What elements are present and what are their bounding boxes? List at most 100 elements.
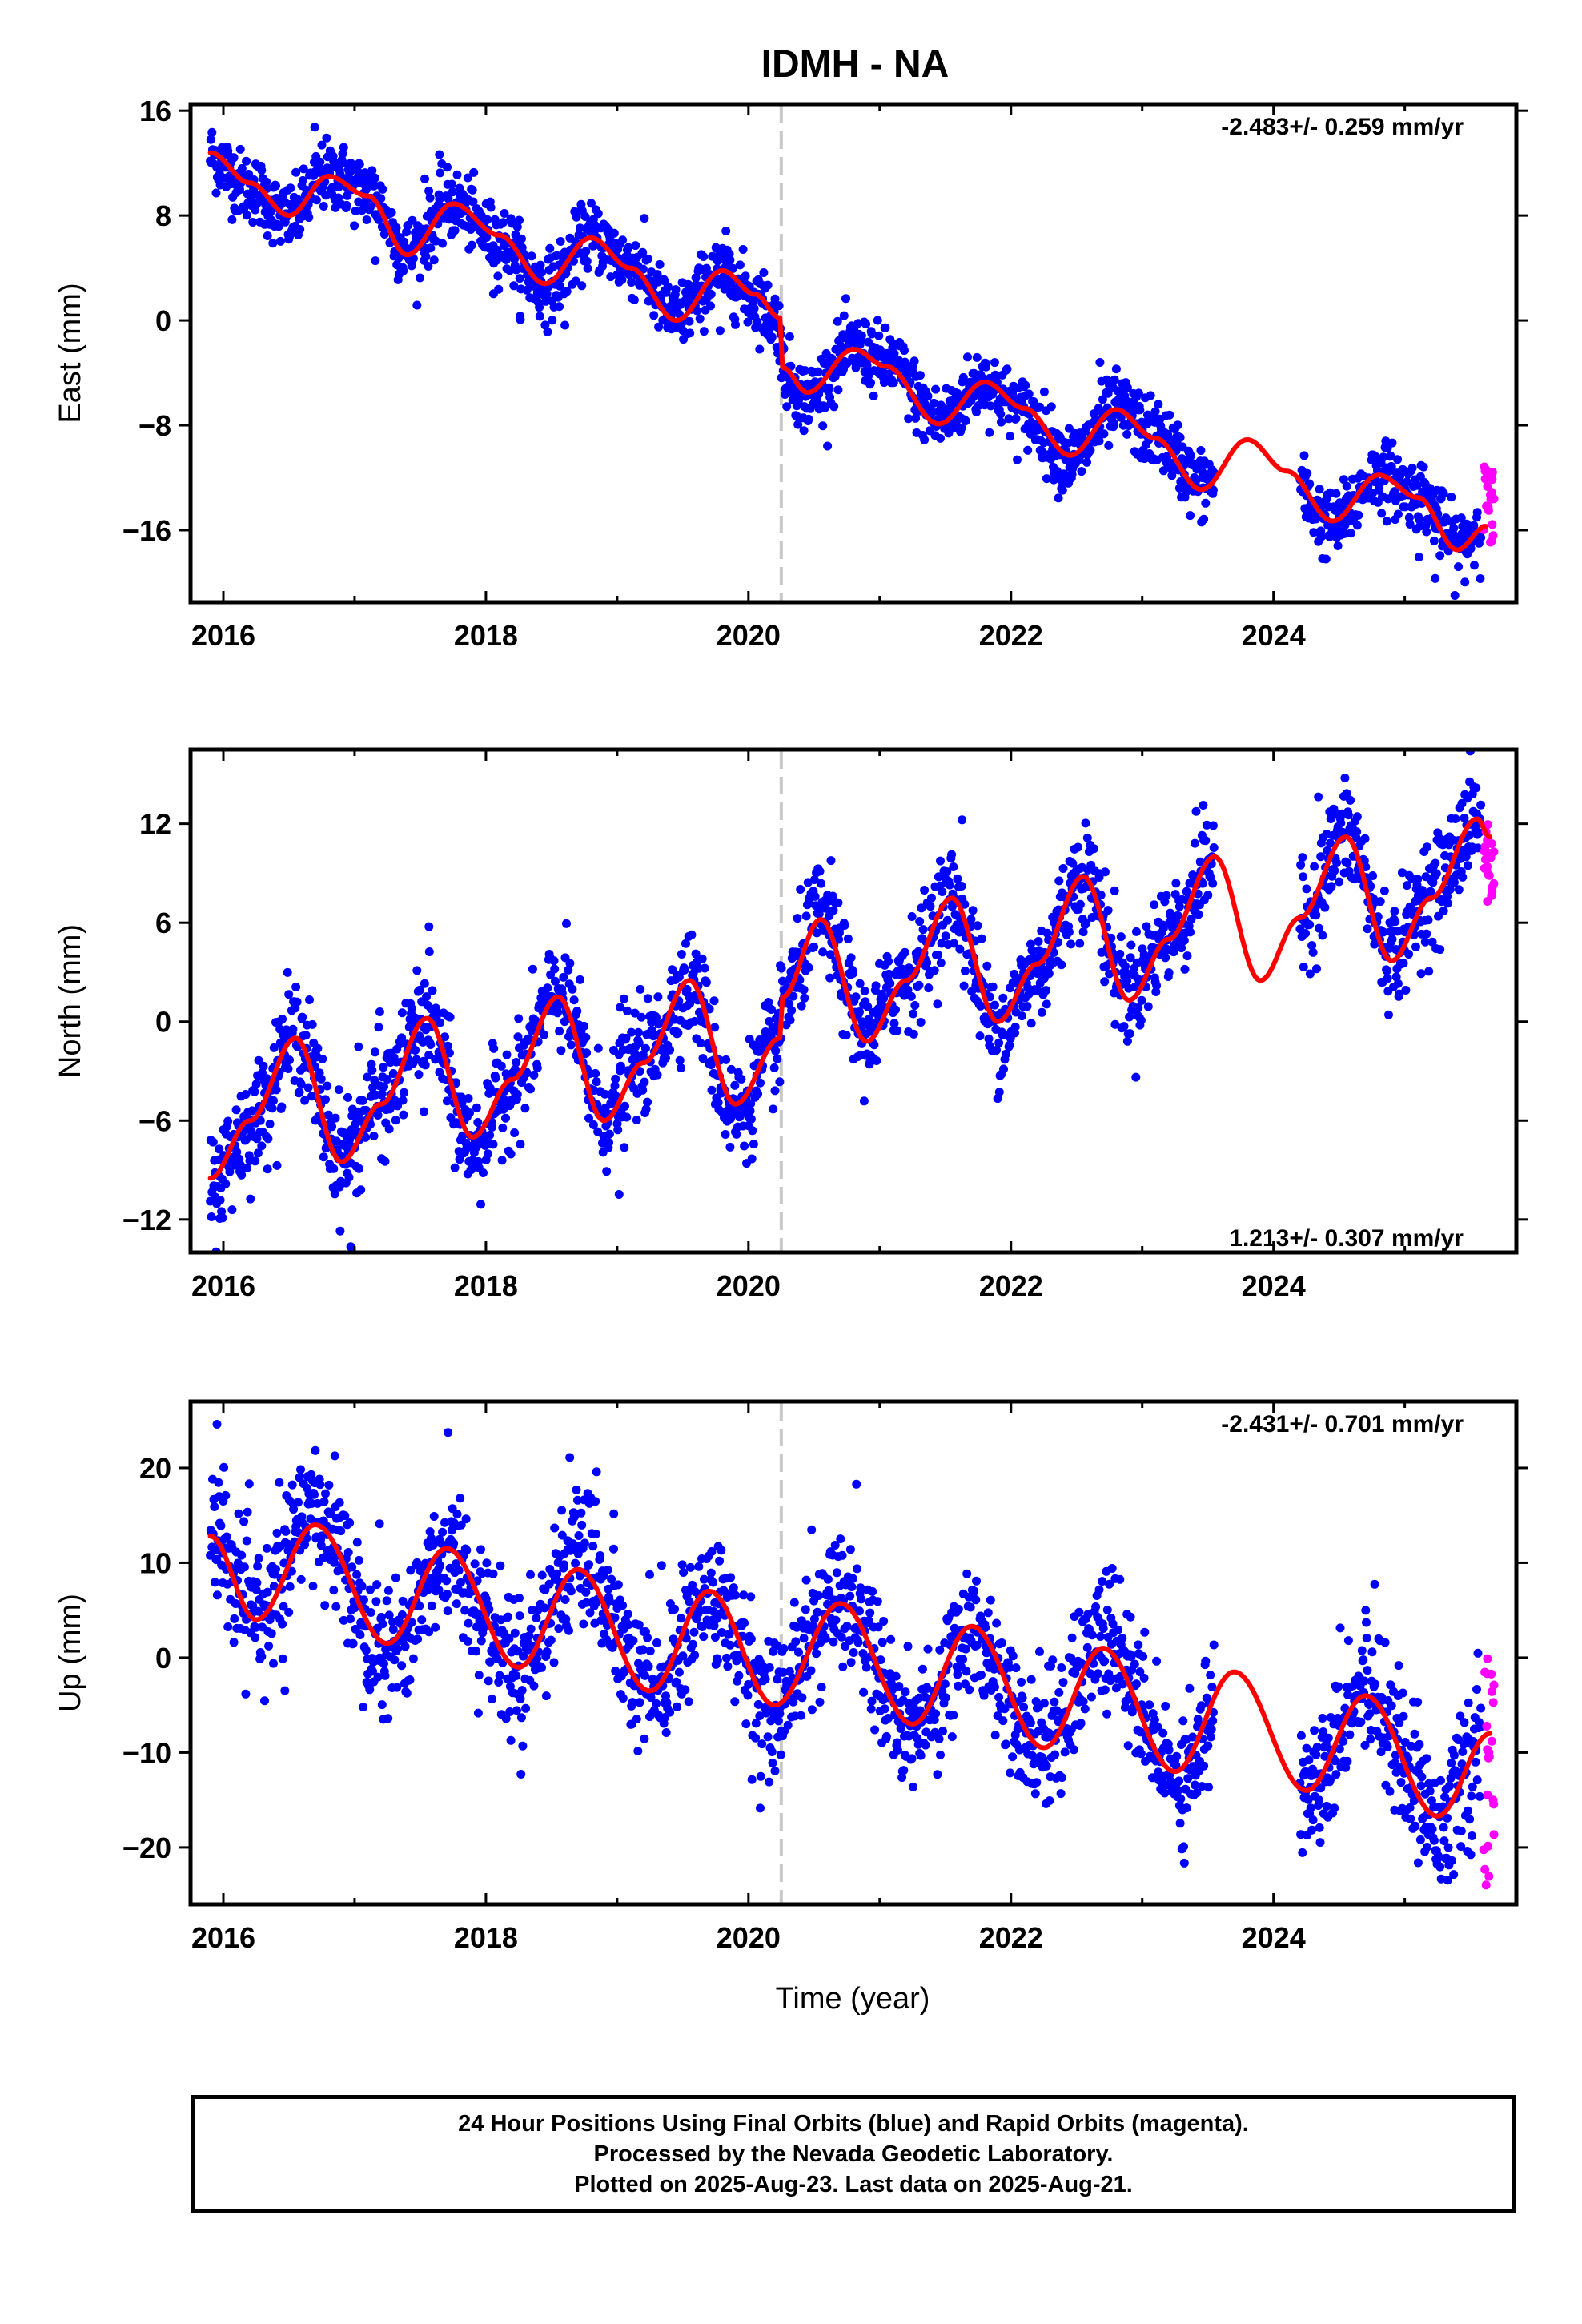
data-point <box>801 911 811 921</box>
data-point <box>339 1615 348 1625</box>
data-point <box>1174 902 1184 911</box>
data-point <box>1415 515 1424 525</box>
data-point <box>412 966 422 975</box>
data-point <box>242 1536 251 1546</box>
plot-frame <box>188 102 1519 605</box>
data-point <box>799 426 809 436</box>
x-tick-label: 2016 <box>191 619 255 652</box>
rapid-point <box>1481 464 1491 474</box>
data-point <box>292 997 302 1007</box>
data-point <box>680 965 689 975</box>
data-point <box>271 1565 280 1574</box>
data-point <box>509 281 519 291</box>
data-point <box>840 921 849 930</box>
data-point <box>581 247 591 256</box>
data-point <box>552 1008 562 1018</box>
data-point <box>592 1467 601 1477</box>
data-point <box>661 1691 670 1701</box>
data-point <box>630 1008 640 1018</box>
data-point <box>1042 928 1052 938</box>
data-point <box>319 1497 329 1506</box>
data-point <box>316 1541 326 1550</box>
data-point <box>494 1678 504 1687</box>
data-point <box>931 384 941 394</box>
data-point <box>362 215 371 224</box>
data-point <box>1180 964 1190 974</box>
data-point <box>482 233 492 242</box>
data-point <box>632 1715 641 1724</box>
data-point <box>1116 412 1126 422</box>
data-point <box>874 331 884 340</box>
data-point <box>1307 941 1317 951</box>
data-point <box>747 1154 757 1164</box>
data-point <box>528 964 537 974</box>
data-point <box>324 1480 334 1490</box>
data-point <box>1316 532 1326 541</box>
data-point <box>1298 853 1307 862</box>
data-point <box>891 1005 900 1015</box>
data-point <box>411 1046 420 1055</box>
data-point <box>473 1118 483 1127</box>
data-point <box>1412 480 1422 490</box>
data-point <box>1175 432 1185 442</box>
data-point <box>425 193 435 203</box>
data-point <box>443 1041 452 1051</box>
data-point <box>476 1545 485 1554</box>
data-point <box>331 1113 340 1123</box>
data-point <box>564 1626 573 1635</box>
data-point <box>424 922 434 931</box>
data-point <box>857 331 866 340</box>
data-point <box>942 915 952 925</box>
data-point <box>1305 920 1315 930</box>
data-point <box>1125 1012 1134 1022</box>
data-point <box>496 1561 505 1570</box>
data-point <box>949 862 958 871</box>
data-point <box>737 1075 746 1084</box>
data-point <box>322 133 331 143</box>
data-point <box>624 243 633 252</box>
data-point <box>1086 445 1095 455</box>
data-point <box>576 1508 586 1518</box>
data-point <box>1323 846 1332 855</box>
data-point <box>677 1063 686 1073</box>
data-point <box>463 1637 472 1646</box>
data-point <box>346 1614 355 1624</box>
data-point <box>690 1016 700 1026</box>
data-point <box>947 850 957 859</box>
data-point <box>557 1506 567 1515</box>
rapid-point <box>1488 520 1497 529</box>
data-point <box>645 1647 655 1656</box>
data-point <box>721 1130 730 1139</box>
data-point <box>609 228 619 238</box>
data-point <box>1460 577 1470 587</box>
data-point <box>942 867 952 876</box>
data-point <box>366 1608 375 1617</box>
data-point <box>673 1702 681 1711</box>
data-point <box>652 270 662 279</box>
data-point <box>691 949 701 959</box>
data-point <box>610 1081 620 1091</box>
data-point <box>889 1019 899 1028</box>
x-tick-label: 2018 <box>454 619 518 652</box>
data-point <box>1321 554 1331 564</box>
data-point <box>1177 943 1186 953</box>
data-point <box>407 1003 416 1013</box>
data-point <box>889 378 898 388</box>
data-point <box>516 1713 526 1723</box>
data-point <box>927 409 936 418</box>
data-point <box>1331 489 1341 498</box>
data-point <box>782 402 792 412</box>
data-point <box>335 1498 344 1507</box>
data-point <box>467 240 476 250</box>
data-point <box>1182 951 1192 961</box>
data-point <box>296 1465 305 1474</box>
data-point <box>851 363 861 372</box>
data-point <box>638 1645 648 1655</box>
data-point <box>315 157 325 167</box>
data-point <box>668 965 677 975</box>
data-point <box>1379 927 1388 937</box>
data-point <box>673 1028 683 1038</box>
data-point <box>825 950 835 959</box>
data-point <box>1352 812 1362 822</box>
data-point <box>513 1032 523 1042</box>
